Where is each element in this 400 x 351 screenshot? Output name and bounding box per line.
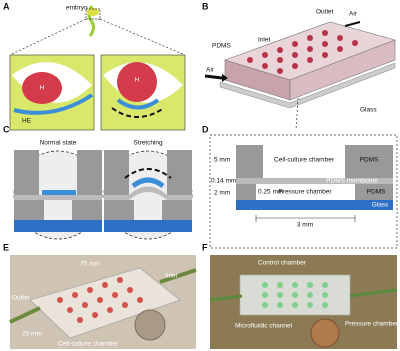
panel-letter: B	[202, 1, 209, 11]
panel-label: embryo	[66, 5, 88, 12]
panel-e-photo	[9, 255, 197, 349]
panel-label: Normal state	[40, 140, 77, 147]
panel-letter: F	[202, 242, 208, 252]
panel-label: 2 mm	[214, 190, 230, 197]
panel-label: 0.14 mm	[211, 178, 236, 185]
panel-label: Outlet	[12, 295, 30, 302]
panel-label: HE	[22, 118, 32, 125]
panel-label: H	[135, 77, 140, 84]
panel-label: PDMS membrane	[326, 178, 378, 185]
panel-a-art	[9, 5, 186, 131]
panel-d-art	[209, 134, 398, 249]
panel-label: Outlet	[316, 9, 334, 16]
panel-label: Stretching	[133, 140, 163, 147]
panel-label: 3 mm	[297, 222, 313, 229]
panel-label: Air	[206, 67, 215, 74]
panel-label: Microfluidic channel	[235, 323, 293, 330]
panel-letter: E	[3, 242, 9, 252]
panel-label: Inlet	[165, 273, 177, 280]
panel-b-art	[204, 21, 396, 131]
panel-label: Glass	[372, 202, 389, 209]
panel-label: 0.25 mm	[258, 189, 283, 196]
panel-label: 5 mm	[214, 157, 230, 164]
panel-label: Glass	[360, 107, 377, 114]
panel-label: Inlet	[258, 37, 270, 44]
panel-f-photo	[209, 255, 398, 349]
panel-label: PDMS	[212, 43, 231, 50]
panel-label: 25 mm	[22, 331, 42, 338]
panel-label: PDMS	[360, 157, 379, 164]
panel-letter: A	[3, 1, 10, 11]
panel-label: Pressure chamber	[278, 189, 332, 196]
panel-label: 75 mm	[80, 261, 100, 268]
panel-letter: C	[3, 124, 10, 134]
panel-label: Air	[349, 11, 358, 18]
panel-label: Control chamber	[258, 260, 307, 267]
panel-label: H	[40, 85, 45, 92]
panel-label: Cell-culture chamber	[274, 157, 335, 164]
panel-label: PDMS	[367, 189, 386, 196]
panel-label: Cell-culture chamber	[58, 341, 119, 348]
panel-label: Pressure chamber	[345, 321, 399, 328]
panel-c-art	[13, 150, 193, 240]
panel-letter: D	[202, 124, 209, 134]
